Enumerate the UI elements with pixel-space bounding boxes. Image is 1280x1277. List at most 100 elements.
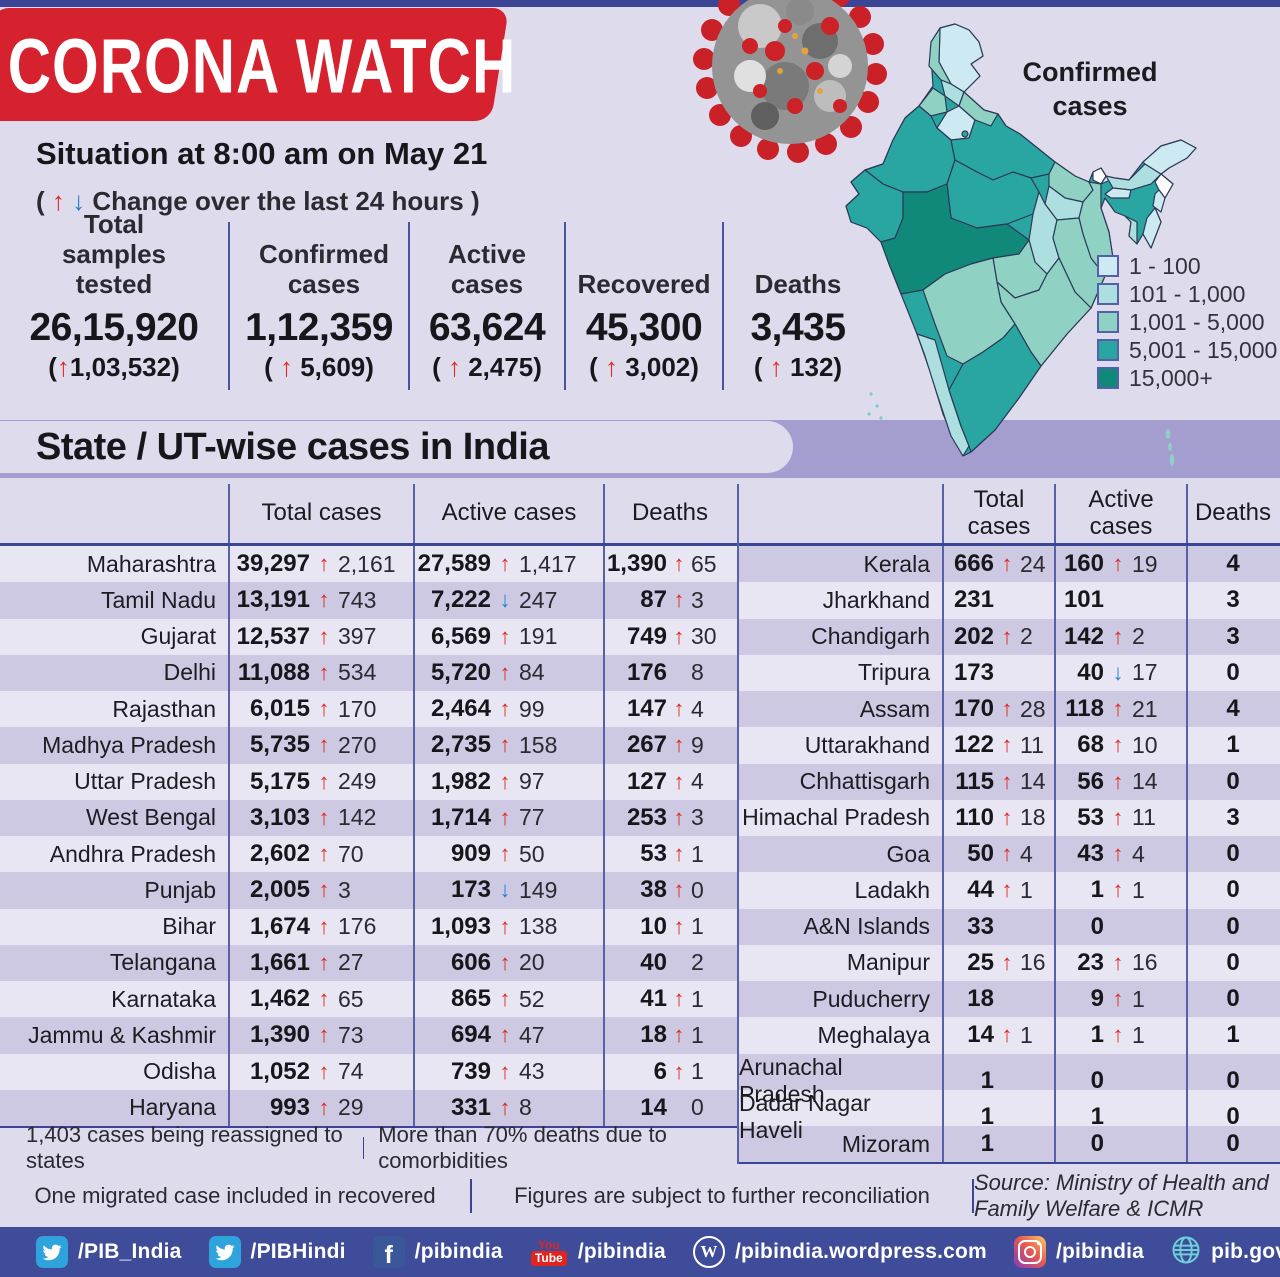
social-link-wordpress[interactable]: W /pibindia.wordpress.com [692, 1236, 987, 1268]
col-header-total-cases: Total cases [228, 484, 413, 543]
total-cases-cell: 12,537 ↑ 397 [228, 618, 413, 655]
twitter-icon [36, 1236, 68, 1268]
table-row: Puducherry 18 9 ↑ 1 0 [739, 981, 1280, 1018]
social-link-website[interactable]: pib.gov.in [1171, 1235, 1280, 1270]
active-cases-cell: 53 ↑ 11 [1054, 799, 1186, 836]
table-row: West Bengal 3,103 ↑ 142 1,714 ↑ 77 253 ↑ 3 [0, 799, 737, 836]
social-bar: /PIB_India /PIBHindi f /pibindia You Tube… [0, 1227, 1280, 1277]
active-cases-cell: 9 ↑ 1 [1054, 981, 1186, 1018]
stat-value: 1,12,359 [245, 306, 393, 349]
total-cases-cell: 110 ↑ 18 [942, 799, 1054, 836]
legend-swatch [1097, 311, 1119, 333]
total-cases-cell: 1 [942, 1089, 1054, 1144]
total-cases-cell: 33 [942, 908, 1054, 945]
total-cases-cell: 1,661 ↑ 27 [228, 944, 413, 981]
top-strip [0, 0, 1280, 7]
deaths-cell: 0 [1186, 1126, 1278, 1163]
active-cases-cell: 0 [1054, 1053, 1186, 1108]
summary-stats: Total samples tested 26,15,920 (↑1,03,53… [0, 209, 874, 390]
total-cases-cell: 1,052 ↑ 74 [228, 1053, 413, 1090]
total-cases-cell: 6,015 ↑ 170 [228, 691, 413, 728]
active-cases-cell: 865 ↑ 52 [413, 981, 603, 1018]
table-row: Meghalaya 14 ↑ 1 1 ↑ 1 1 [739, 1017, 1280, 1054]
state-name: Rajasthan [112, 695, 216, 722]
coronavirus-icon [693, 0, 887, 163]
active-cases-cell: 27,589 ↑ 1,417 [413, 546, 603, 583]
table-row: Punjab 2,005 ↑ 3 173 ↓ 149 38 ↑ 0 [0, 872, 737, 909]
table-row: Rajasthan 6,015 ↑ 170 2,464 ↑ 99 147 ↑ 4 [0, 691, 737, 728]
active-cases-cell: 0 [1054, 1126, 1186, 1163]
table-left-body: Maharashtra 39,297 ↑ 2,161 27,589 ↑ 1,417 1,… [0, 546, 737, 1126]
table-right-header: Total cases Active cases Deaths [739, 484, 1280, 546]
table-row: A&N Islands 33 0 0 [739, 908, 1280, 945]
total-cases-cell: 1 [942, 1126, 1054, 1163]
legend-label: 5,001 - 15,000 [1129, 336, 1278, 363]
total-cases-cell: 993 ↑ 29 [228, 1089, 413, 1126]
deaths-cell: 0 [1186, 1053, 1278, 1108]
social-link-instagram[interactable]: /pibindia [1013, 1236, 1144, 1268]
legend-swatch [1097, 367, 1119, 389]
legend-label: 15,000+ [1129, 364, 1213, 391]
state-name: Madhya Pradesh [42, 731, 216, 758]
state-name: Jammu & Kashmir [28, 1021, 216, 1048]
table-row: Ladakh 44 ↑ 1 1 ↑ 1 0 [739, 872, 1280, 909]
footnote-line2: One migrated case included in recovered … [0, 1170, 1280, 1221]
active-cases-cell: 909 ↑ 50 [413, 836, 603, 873]
deaths-cell: 18 ↑ 1 [603, 1017, 735, 1054]
stat-value: 3,435 [750, 306, 846, 349]
total-cases-cell: 202 ↑ 2 [942, 618, 1054, 655]
table-row: Arunachal Pradesh 1 0 0 [739, 1053, 1280, 1108]
active-cases-cell: 694 ↑ 47 [413, 1017, 603, 1054]
change-note: ( ↑ ↓ Change over the last 24 hours ) [36, 186, 480, 216]
deaths-cell: 3 [1186, 799, 1278, 836]
state-name: Punjab [144, 876, 216, 903]
active-cases-cell: 2,464 ↑ 99 [413, 691, 603, 728]
up-arrow-icon: ↑ [279, 352, 293, 382]
map-legend: 1 - 100 101 - 1,000 1,001 - 5,000 5,001 … [1097, 252, 1277, 392]
table-row: Jammu & Kashmir 1,390 ↑ 73 694 ↑ 47 18 ↑ 1 [0, 1017, 737, 1054]
legend-item: 1 - 100 [1097, 252, 1277, 280]
state-name: Arunachal Pradesh [739, 1053, 843, 1107]
total-cases-cell: 115 ↑ 14 [942, 763, 1054, 800]
table-row: Gujarat 12,537 ↑ 397 6,569 ↑ 191 749 ↑ 30 [0, 618, 737, 655]
table-row: Jharkhand 231 101 3 [739, 582, 1280, 619]
total-cases-cell: 3,103 ↑ 142 [228, 799, 413, 836]
total-cases-cell: 2,602 ↑ 70 [228, 836, 413, 873]
state-name: Haryana [129, 1094, 216, 1121]
table-row: Chhattisgarh 115 ↑ 14 56 ↑ 14 0 [739, 763, 1280, 800]
active-cases-cell: 118 ↑ 21 [1054, 691, 1186, 728]
state-name: Maharashtra [86, 550, 216, 577]
down-arrow-icon: ↓ [72, 186, 86, 216]
india-map [845, 23, 1197, 466]
state-name: Uttarakhand [804, 731, 930, 758]
table-left: Total cases Active cases Deaths Maharash… [0, 484, 737, 1173]
deaths-cell: 0 [1186, 908, 1278, 945]
stat-change: ( ↑ 2,475) [432, 352, 542, 382]
legend-label: 1 - 100 [1129, 252, 1201, 279]
legend-item: 101 - 1,000 [1097, 280, 1277, 308]
deaths-cell: 253 ↑ 3 [603, 799, 735, 836]
social-link-youtube[interactable]: You Tube /pibindia [530, 1239, 666, 1266]
table-row: Madhya Pradesh 5,735 ↑ 270 2,735 ↑ 158 267 ↑ 9 [0, 727, 737, 764]
active-cases-cell: 331 ↑ 8 [413, 1089, 603, 1126]
social-link-facebook[interactable]: f /pibindia [372, 1236, 503, 1268]
social-link-twitter-pibhindi[interactable]: /PIBHindi [208, 1236, 346, 1268]
total-cases-cell: 18 [942, 981, 1054, 1018]
globe-icon [1171, 1235, 1201, 1270]
deaths-cell: 0 [1186, 944, 1278, 981]
deaths-cell: 1 [1186, 727, 1278, 764]
active-cases-cell: 101 [1054, 582, 1186, 619]
deaths-cell: 1,390 ↑ 65 [603, 546, 735, 583]
legend-item: 5,001 - 15,000 [1097, 336, 1277, 364]
table-left-header: Total cases Active cases Deaths [0, 484, 737, 546]
active-cases-cell: 1,093 ↑ 138 [413, 908, 603, 945]
state-name: Tamil Nadu [100, 586, 216, 613]
table-row: Chandigarh 202 ↑ 2 142 ↑ 2 3 [739, 618, 1280, 655]
deaths-cell: 3 [1186, 582, 1278, 619]
state-name: Ladakh [854, 876, 930, 903]
deaths-cell: 749 ↑ 30 [603, 618, 735, 655]
up-arrow-icon: ↑ [769, 352, 783, 382]
social-link-twitter-pib-india[interactable]: /PIB_India [36, 1236, 182, 1268]
stat-value: 63,624 [428, 306, 546, 349]
state-name: Karnataka [111, 985, 216, 1012]
